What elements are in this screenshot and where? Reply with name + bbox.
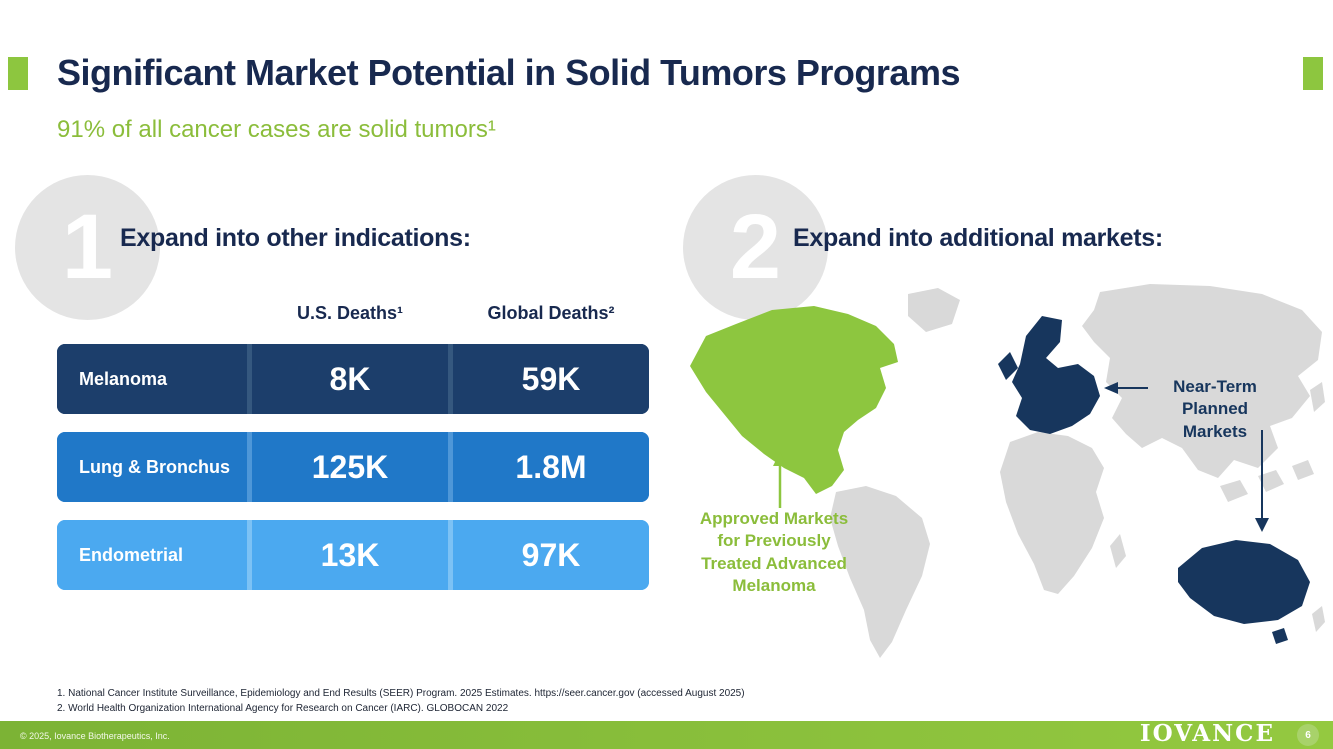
table-row-endometrial: Endometrial 13K 97K (57, 520, 649, 590)
section-1-number: 1 (61, 196, 114, 298)
column-header-us-deaths: U.S. Deaths¹ (296, 303, 404, 323)
section-1-number-circle: 1 (15, 175, 160, 320)
planned-markets-label: Near-Term Planned Markets (1173, 377, 1257, 441)
global-deaths-value: 97K (453, 520, 649, 590)
row-label: Lung & Bronchus (57, 432, 247, 502)
table-header-row: U.S. Deaths¹ Global Deaths² (57, 294, 649, 324)
world-map (680, 280, 1325, 665)
africa-shape (1000, 432, 1104, 594)
europe-planned-shape (1012, 316, 1100, 434)
table-row-melanoma: Melanoma 8K 59K (57, 344, 649, 414)
tasmania-planned-shape (1272, 628, 1288, 644)
column-header-global-deaths: Global Deaths² (487, 303, 615, 323)
page-number-badge: 6 (1297, 724, 1319, 746)
footnotes: 1. National Cancer Institute Surveillanc… (57, 686, 745, 716)
table-header-spacer (57, 294, 247, 324)
row-label: Endometrial (57, 520, 247, 590)
uk-planned-shape (998, 352, 1018, 380)
new-zealand-shape (1312, 606, 1325, 632)
global-deaths-value: 1.8M (453, 432, 649, 502)
iovance-logo: IOVANCE (1139, 720, 1275, 747)
copyright-text: © 2025, Iovance Biotherapeutics, Inc. (20, 731, 170, 741)
us-deaths-value: 8K (252, 344, 448, 414)
planned-markets-arrow-europe (1104, 382, 1148, 394)
section-2-heading: Expand into additional markets: (793, 224, 1163, 252)
subtitle: 91% of all cancer cases are solid tumors… (57, 116, 496, 143)
planned-markets-arrow-australia (1255, 430, 1269, 532)
japan-shape (1310, 382, 1325, 412)
page-title: Significant Market Potential in Solid Tu… (57, 52, 960, 93)
row-label: Melanoma (57, 344, 247, 414)
section-2-number: 2 (729, 196, 782, 298)
south-america-shape (830, 486, 930, 658)
footnote-1: 1. National Cancer Institute Surveillanc… (57, 688, 745, 699)
approved-markets-arrow (773, 452, 787, 508)
footer-bar (0, 721, 1333, 749)
global-deaths-value: 59K (453, 344, 649, 414)
madagascar-shape (1110, 534, 1126, 568)
north-america-approved-shape (690, 306, 898, 494)
green-accent-square-left (8, 57, 28, 90)
us-deaths-value: 125K (252, 432, 448, 502)
section-1-heading: Expand into other indications: (120, 224, 471, 252)
indications-table: U.S. Deaths¹ Global Deaths² Melanoma 8K … (57, 294, 649, 608)
page-number: 6 (1305, 729, 1311, 741)
footnote-2: 2. World Health Organization Internation… (57, 703, 509, 714)
approved-markets-label: Approved Markets for Previously Treated … (699, 509, 849, 596)
table-row-lung-bronchus: Lung & Bronchus 125K 1.8M (57, 432, 649, 502)
section-2-number-circle: 2 (683, 175, 828, 320)
world-map-svg (690, 284, 1325, 658)
australia-planned-shape (1178, 540, 1310, 624)
us-deaths-value: 13K (252, 520, 448, 590)
green-accent-square-right (1303, 57, 1323, 90)
southeast-asia-islands-shape (1220, 460, 1314, 502)
asia-shape (1082, 284, 1322, 478)
greenland-shape (908, 288, 960, 332)
